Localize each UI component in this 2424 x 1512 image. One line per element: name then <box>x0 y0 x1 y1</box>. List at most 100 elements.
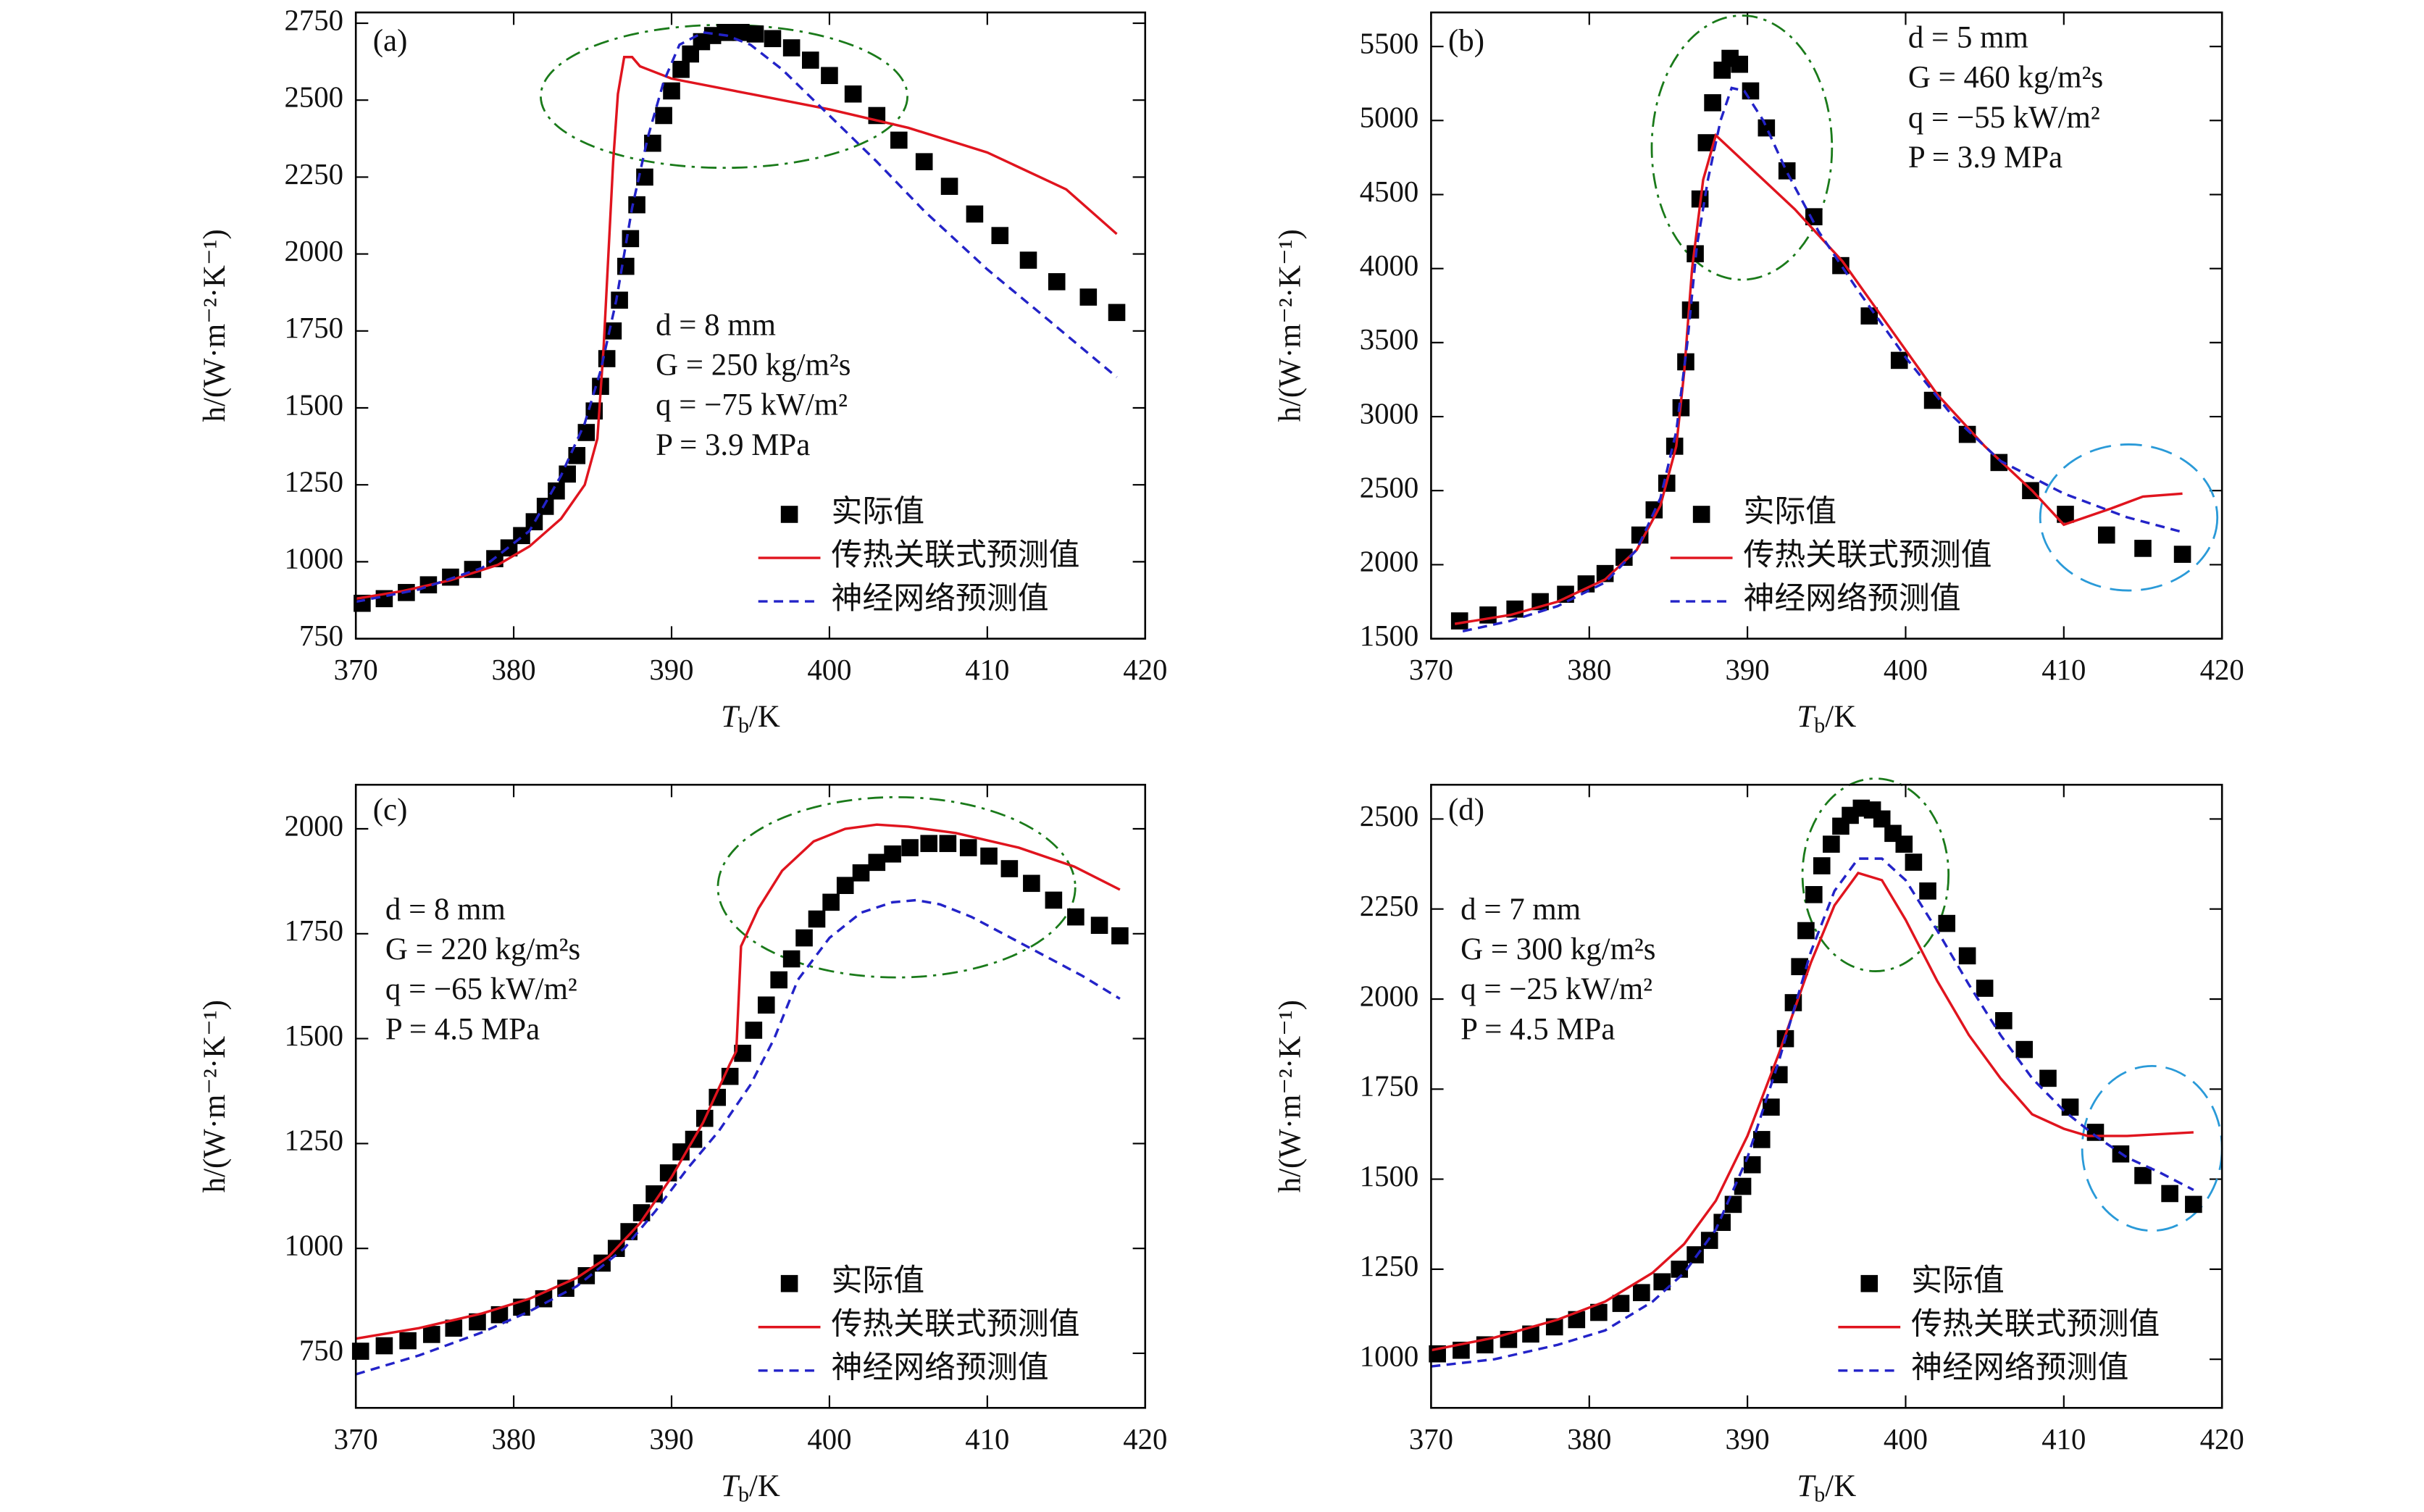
data-point <box>351 1342 369 1360</box>
x-axis-label: Tb/K <box>1797 700 1856 738</box>
data-point <box>980 847 998 865</box>
x-tick-label: 400 <box>807 653 851 686</box>
data-point <box>399 1332 417 1350</box>
y-tick-label: 2500 <box>285 81 344 114</box>
series-line <box>356 31 1118 603</box>
data-point <box>469 1313 486 1331</box>
legend-marker <box>780 1274 798 1292</box>
data-point <box>2134 1166 2152 1185</box>
data-point <box>1697 134 1715 151</box>
data-point <box>1778 162 1796 180</box>
legend-label: 神经网络预测值 <box>832 581 1049 616</box>
data-point <box>746 25 764 43</box>
y-axis-label: h/(W·m⁻²·K⁻¹) <box>1273 229 1307 422</box>
data-point <box>940 177 958 195</box>
legend-label: 传热关联式预测值 <box>1744 538 1992 572</box>
parameter-text: q = −75 kW/m² <box>656 388 848 422</box>
data-point <box>1019 251 1037 269</box>
highlight-ellipse <box>1801 777 1950 972</box>
data-point <box>1763 1098 1780 1116</box>
y-tick-label: 2000 <box>285 235 344 267</box>
y-axis-label: h/(W·m⁻²·K⁻¹) <box>198 1000 232 1193</box>
parameter-text: q = −65 kW/m² <box>385 972 577 1006</box>
y-tick-label: 1250 <box>285 1124 344 1157</box>
data-point <box>1111 927 1129 945</box>
data-point <box>1108 304 1126 322</box>
data-point <box>1734 1177 1752 1195</box>
data-point <box>577 424 595 441</box>
data-point <box>2185 1195 2202 1214</box>
y-axis-label: h/(W·m⁻²·K⁻¹) <box>198 229 232 422</box>
x-tick-label: 420 <box>1123 1423 1167 1455</box>
legend-label: 传热关联式预测值 <box>1911 1308 2160 1342</box>
x-label-unit: /K <box>749 1469 780 1503</box>
data-point <box>2057 506 2074 523</box>
data-point <box>844 85 862 103</box>
data-point <box>1633 1284 1650 1301</box>
legend-label: 实际值 <box>832 1264 925 1298</box>
y-tick-label: 1000 <box>1360 1340 1419 1373</box>
parameter-text: G = 460 kg/m²s <box>1908 61 2103 95</box>
data-point <box>1631 526 1649 544</box>
y-tick-label: 1500 <box>285 388 344 421</box>
y-tick-label: 1250 <box>1360 1250 1419 1282</box>
data-point <box>822 893 840 911</box>
highlight-ellipse <box>1650 14 1834 281</box>
data-point <box>1990 454 2008 472</box>
y-tick-label: 4000 <box>1360 249 1419 282</box>
y-tick-label: 750 <box>299 1334 343 1366</box>
data-point <box>617 257 635 275</box>
data-point <box>1048 273 1066 291</box>
y-tick-label: 5500 <box>1360 28 1419 60</box>
data-point <box>655 106 672 125</box>
data-point <box>716 23 734 41</box>
data-point <box>620 1223 638 1240</box>
x-axis-label: Tb/K <box>1797 1469 1856 1507</box>
parameter-text: G = 220 kg/m²s <box>385 932 580 966</box>
data-point <box>568 447 586 464</box>
data-point <box>1919 882 1936 900</box>
legend-label: 实际值 <box>1744 494 1837 529</box>
series-line <box>356 823 1121 1340</box>
data-point <box>2015 1040 2034 1058</box>
data-point <box>1616 548 1633 566</box>
x-label-sub: b <box>1814 714 1825 738</box>
y-tick-label: 2000 <box>1360 546 1419 578</box>
data-point <box>1079 288 1098 306</box>
x-tick-label: 410 <box>2041 653 2086 686</box>
y-tick-label: 1750 <box>1360 1070 1419 1103</box>
legend-marker <box>780 506 798 523</box>
data-point <box>1823 835 1840 853</box>
data-point <box>915 153 933 170</box>
y-tick-label: 1000 <box>285 543 344 575</box>
y-tick-label: 2750 <box>285 4 344 36</box>
x-tick-label: 410 <box>965 653 1009 686</box>
data-point <box>1813 857 1831 874</box>
y-tick-label: 3500 <box>1360 323 1419 356</box>
data-point <box>808 910 826 928</box>
x-label-unit: /K <box>1825 1469 1856 1503</box>
y-tick-label: 1750 <box>285 914 344 947</box>
data-point <box>821 67 838 85</box>
data-point <box>559 465 576 483</box>
data-point <box>2161 1185 2178 1203</box>
data-point <box>920 835 938 853</box>
data-point <box>732 23 750 41</box>
data-point <box>1905 853 1923 871</box>
x-label-unit: /K <box>749 700 780 734</box>
data-point <box>959 839 977 856</box>
x-axis-label: Tb/K <box>721 700 780 738</box>
y-tick-label: 1000 <box>285 1229 344 1262</box>
parameter-text: d = 8 mm <box>385 893 506 927</box>
data-point <box>1681 301 1700 319</box>
plot-frame <box>1430 11 2223 640</box>
data-point <box>1704 94 1721 112</box>
panel-label: (c) <box>373 793 408 827</box>
data-point <box>1479 606 1497 624</box>
data-point <box>801 51 819 69</box>
legend-label: 神经网络预测值 <box>832 1350 1049 1385</box>
data-point <box>836 877 854 894</box>
x-label-unit: /K <box>1825 700 1856 734</box>
series-line <box>1431 857 2194 1368</box>
